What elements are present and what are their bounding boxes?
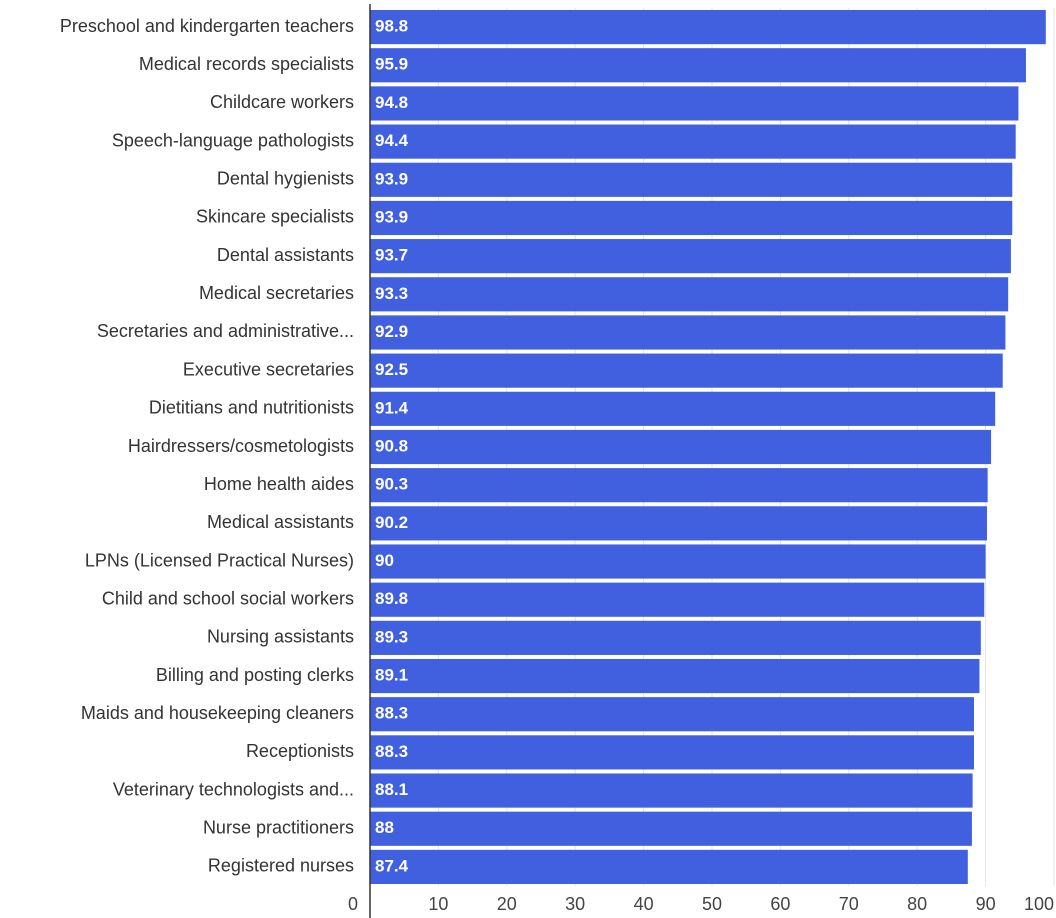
value-label: 98.8 — [375, 17, 408, 36]
value-label: 92.9 — [375, 322, 408, 341]
category-label: Maids and housekeeping cleaners — [81, 703, 354, 723]
value-label: 89.8 — [375, 589, 408, 608]
bar — [370, 124, 1016, 159]
category-label: Speech-language pathologists — [112, 130, 354, 150]
bar — [370, 735, 974, 770]
value-label: 93.3 — [375, 284, 408, 303]
x-tick-label: 10 — [428, 894, 448, 914]
bar — [370, 86, 1019, 121]
x-tick-label: 30 — [565, 894, 585, 914]
bar — [370, 10, 1046, 45]
x-tick-label: 100 — [1024, 894, 1054, 914]
category-label: Registered nurses — [208, 856, 354, 876]
value-label: 90.3 — [375, 475, 408, 494]
value-label: 93.9 — [375, 169, 408, 188]
value-label: 88.3 — [375, 742, 408, 761]
bar — [370, 849, 968, 884]
value-label: 89.3 — [375, 627, 408, 646]
bar — [370, 658, 980, 694]
x-tick-label: 40 — [634, 894, 654, 914]
category-label: Veterinary technologists and... — [113, 779, 354, 799]
category-label: Hairdressers/cosmetologists — [128, 436, 354, 456]
category-label: Medical assistants — [207, 512, 354, 532]
value-label: 90.2 — [375, 513, 408, 532]
bar — [370, 506, 987, 541]
value-label: 90.8 — [375, 436, 408, 455]
category-label: Secretaries and administrative... — [97, 321, 354, 341]
x-axis-tick-labels: 0 10 20 30 40 50 60 70 80 90 100 — [348, 894, 1054, 914]
category-label: Child and school social workers — [102, 588, 354, 608]
value-label: 88 — [375, 818, 394, 837]
bars — [370, 10, 1046, 884]
bar — [370, 391, 996, 426]
bar — [370, 162, 1013, 197]
x-tick-label: 20 — [497, 894, 517, 914]
category-label: Preschool and kindergarten teachers — [60, 16, 354, 36]
x-tick-label: 0 — [348, 894, 358, 914]
value-label: 93.7 — [375, 246, 408, 265]
x-tick-label: 70 — [839, 894, 859, 914]
x-tick-label: 90 — [976, 894, 996, 914]
category-label: Nursing assistants — [207, 627, 354, 647]
bar — [370, 353, 1003, 388]
value-label: 88.3 — [375, 704, 408, 723]
value-label: 92.5 — [375, 360, 408, 379]
category-label: LPNs (Licensed Practical Nurses) — [85, 550, 354, 570]
value-label: 94.4 — [375, 131, 409, 150]
bar — [370, 697, 974, 732]
bar — [370, 544, 986, 579]
category-labels: Preschool and kindergarten teachers Medic… — [60, 16, 354, 876]
category-label: Medical secretaries — [199, 283, 354, 303]
value-label: 87.4 — [375, 856, 409, 875]
value-label: 94.8 — [375, 93, 408, 112]
bar — [370, 429, 992, 465]
value-label: 93.9 — [375, 207, 408, 226]
value-label: 95.9 — [375, 55, 408, 74]
x-tick-label: 80 — [907, 894, 927, 914]
bar — [370, 277, 1009, 312]
bar — [370, 620, 981, 655]
category-label: Executive secretaries — [183, 359, 354, 379]
x-tick-label: 60 — [770, 894, 790, 914]
bar — [370, 315, 1006, 350]
bar — [370, 200, 1013, 236]
value-label: 88.1 — [375, 780, 408, 799]
category-label: Skincare specialists — [196, 207, 354, 227]
bar — [370, 468, 988, 503]
bar — [370, 773, 973, 808]
category-label: Billing and posting clerks — [156, 665, 354, 685]
value-labels: 98.8 95.9 94.8 94.4 93.9 93.9 93.7 93.3 92.9 92.5… — [375, 17, 409, 876]
bar — [370, 48, 1026, 83]
category-label: Childcare workers — [210, 92, 354, 112]
value-label: 91.4 — [375, 398, 409, 417]
category-label: Receptionists — [246, 741, 354, 761]
category-label: Dental hygienists — [217, 169, 354, 189]
value-label: 90 — [375, 551, 394, 570]
category-label: Dietitians and nutritionists — [149, 398, 354, 418]
value-label: 89.1 — [375, 666, 408, 685]
category-label: Nurse practitioners — [203, 817, 354, 837]
category-label: Medical records specialists — [139, 54, 354, 74]
bar — [370, 582, 985, 617]
category-label: Dental assistants — [217, 245, 354, 265]
category-label: Home health aides — [204, 474, 354, 494]
bar — [370, 239, 1011, 274]
x-tick-label: 50 — [702, 894, 722, 914]
bar — [370, 811, 972, 846]
